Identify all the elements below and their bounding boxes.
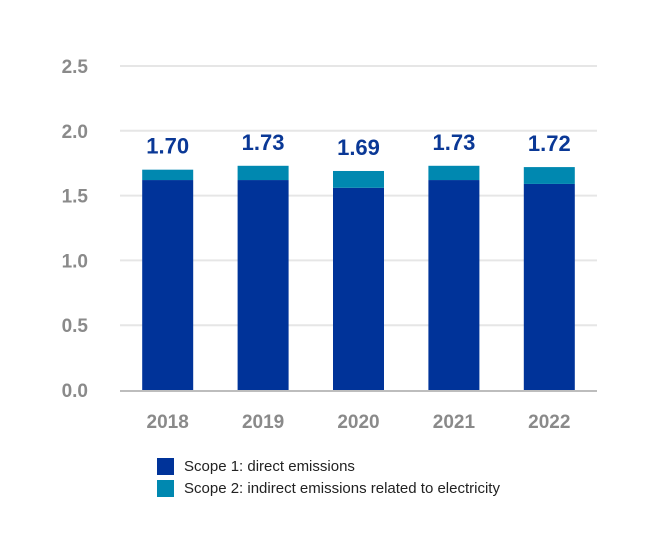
y-tick-label: 2.5 bbox=[62, 57, 89, 78]
bar-scope2-2021 bbox=[428, 165, 480, 181]
x-tick-label: 2019 bbox=[242, 412, 284, 433]
y-tick-label: 0.5 bbox=[62, 316, 89, 337]
y-tick-label: 2.0 bbox=[62, 122, 88, 143]
bar-scope1-2018 bbox=[142, 180, 194, 390]
bar-scope1-2020 bbox=[333, 187, 384, 390]
bar-scope2-2022 bbox=[523, 167, 575, 184]
legend-item-scope2: Scope 2: indirect emissions related to e… bbox=[157, 477, 500, 499]
data-label-2021: 1.73 bbox=[432, 130, 475, 155]
x-tick-label: 2018 bbox=[147, 412, 189, 433]
legend-swatch-scope2 bbox=[157, 479, 174, 497]
y-tick-label: 1.5 bbox=[62, 187, 89, 208]
x-tick-label: 2021 bbox=[433, 412, 476, 433]
legend: Scope 1: direct emissions Scope 2: indir… bbox=[157, 455, 500, 499]
y-tick-label: 1.0 bbox=[62, 251, 88, 272]
data-label-2018: 1.70 bbox=[146, 134, 189, 159]
bar-scope1-2021 bbox=[428, 180, 480, 390]
data-label-2019: 1.73 bbox=[242, 130, 285, 155]
y-tick-label: 0.0 bbox=[62, 381, 88, 402]
legend-item-scope1: Scope 1: direct emissions bbox=[157, 455, 500, 477]
legend-swatch-scope1 bbox=[157, 457, 174, 475]
bar-scope2-2019 bbox=[237, 165, 289, 181]
legend-label-scope1: Scope 1: direct emissions bbox=[184, 457, 355, 475]
x-tick-label: 2022 bbox=[528, 412, 570, 433]
legend-label-scope2: Scope 2: indirect emissions related to e… bbox=[184, 479, 500, 497]
bar-scope1-2022 bbox=[523, 183, 575, 390]
data-label-2020: 1.69 bbox=[337, 135, 380, 160]
bar-scope2-2018 bbox=[142, 169, 194, 181]
bar-scope2-2020 bbox=[333, 170, 384, 188]
x-tick-label: 2020 bbox=[337, 412, 379, 433]
bar-scope1-2019 bbox=[237, 180, 289, 390]
data-label-2022: 1.72 bbox=[528, 131, 571, 156]
